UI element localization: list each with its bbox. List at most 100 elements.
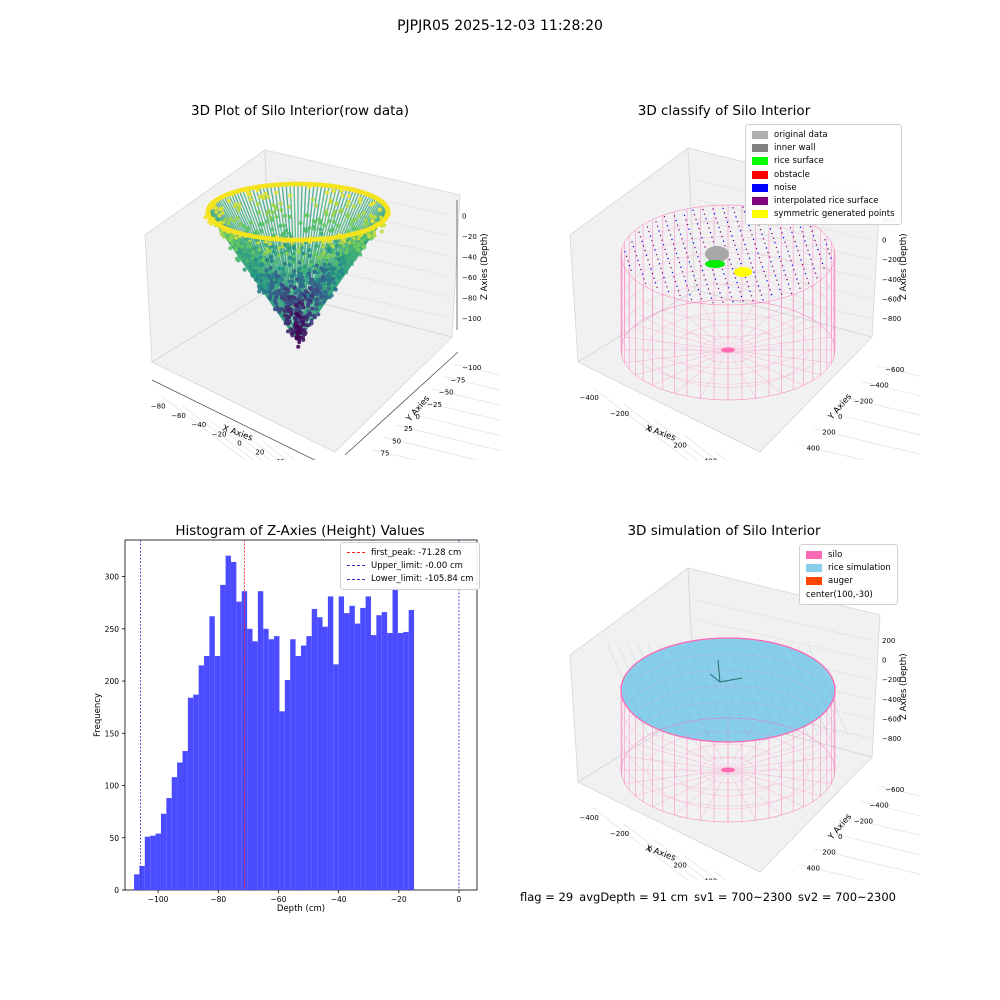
legend-label: original data: [774, 129, 828, 140]
legend-swatch: [806, 563, 822, 572]
p4-xtick: 400: [704, 877, 717, 880]
p4-ytick: 200: [822, 849, 835, 857]
hist-bar: [225, 555, 231, 890]
legend-label: Lower_limit: -105.84 cm: [371, 574, 474, 585]
p4-ztick: −800: [882, 735, 901, 743]
p2-ytick: 200: [822, 429, 835, 437]
hist-bar: [317, 617, 323, 890]
p2-legend-item: obstacle: [752, 168, 895, 181]
hist-bar: [403, 631, 409, 890]
p1-ztick: −60: [462, 274, 477, 282]
hist-bar: [300, 645, 307, 890]
p2-zlabel: Z Axies (Depth): [899, 233, 909, 300]
hist-legend-item: first_peak: -71.28 cm: [347, 546, 473, 559]
hist-bar: [257, 591, 264, 890]
hist-xtick: −80: [210, 895, 226, 904]
avg-depth-text: avgDepth = 91 cm: [579, 890, 689, 904]
p2-ytick: 0: [838, 413, 842, 421]
hist-bar: [187, 697, 194, 890]
legend-swatch: [806, 577, 822, 586]
legend-label: Upper_limit: -0.00 cm: [371, 560, 463, 571]
legend-label: noise: [774, 182, 797, 193]
p2-xtick: 0: [648, 426, 652, 434]
hist-legend-item: Lower_limit: -105.84 cm: [347, 573, 473, 586]
hist-bar: [365, 596, 371, 890]
legend-label: interpolated rice surface: [774, 196, 879, 207]
legend-swatch: [752, 157, 768, 166]
panel4-title: 3D simulation of Silo Interior: [627, 523, 821, 539]
hist-bar: [182, 751, 188, 890]
p1-ytick: −100: [462, 364, 481, 372]
p2-ytick: −200: [854, 397, 873, 405]
legend-swatch: [752, 130, 768, 139]
p4-ztick: −600: [882, 716, 901, 724]
p2-xtick: 200: [673, 441, 686, 449]
p4-ztick: −200: [882, 676, 901, 684]
legend-swatch: [752, 210, 768, 219]
p4-ytick: 400: [807, 864, 820, 872]
p1-ytick: −75: [451, 376, 466, 384]
p4-xtick: −200: [610, 830, 629, 838]
p2-legend-item: symmetric generated points: [752, 208, 895, 221]
hist-bar: [290, 639, 296, 890]
p2-ytick: −600: [885, 366, 904, 374]
hist-xtick: −40: [331, 895, 347, 904]
status-footer: flag = 29 avgDepth = 91 cm sv1 = 700~230…: [520, 890, 896, 904]
hist-bar: [134, 874, 140, 890]
p1-ytick: 0: [416, 413, 420, 421]
panel1-3d-plot: −80−60−40−200204060801007550250−25−50−75…: [144, 149, 500, 460]
p1-xtick: −60: [171, 412, 186, 420]
hist-ytick: 200: [105, 677, 120, 686]
sv1-text: sv1 = 700~2300: [694, 890, 793, 904]
hist-bar: [193, 694, 199, 890]
hist-bar: [311, 608, 318, 890]
p2-legend-item: original data: [752, 128, 895, 141]
hist-bar: [236, 601, 242, 890]
p2-legend-item: noise: [752, 181, 895, 194]
p4-legend-item: center(100,-30): [806, 588, 891, 601]
p4-xlabel: X Axies: [644, 843, 677, 863]
hist-bar: [349, 605, 355, 890]
hist-ytick: 250: [105, 625, 120, 634]
p4-ytick: −200: [854, 817, 873, 825]
hist-bar: [247, 628, 253, 890]
hist-bar: [144, 836, 151, 890]
hist-bar: [230, 561, 237, 890]
hist-bar: [220, 584, 226, 890]
p4-ztick: 200: [882, 637, 895, 645]
hist-ytick: 150: [105, 729, 120, 738]
p2-legend-item: rice surface: [752, 155, 895, 168]
p4-legend-item: rice simulation: [806, 561, 891, 574]
hist-bar: [263, 628, 269, 890]
figure-title: PJPJR05 2025-12-03 11:28:20: [397, 18, 603, 34]
p1-xtick: 20: [255, 449, 264, 457]
p2-xlabel: X Axies: [644, 423, 677, 443]
hist-bar: [150, 835, 156, 890]
p1-axis-lines: [151, 200, 459, 460]
p1-point-cloud: [203, 181, 391, 349]
hist-bar: [155, 833, 161, 890]
legend-line: [347, 578, 365, 580]
hist-bar: [171, 777, 178, 890]
hist-bar: [252, 641, 258, 890]
panel2-title: 3D classify of Silo Interior: [637, 103, 811, 119]
hist-bar: [268, 639, 275, 890]
hist-bar: [198, 665, 205, 890]
hist-bar: [295, 655, 301, 890]
hist-bar: [279, 711, 285, 890]
legend-swatch: [752, 183, 768, 192]
hist-xtick: −100: [148, 895, 169, 904]
hist-legend: first_peak: -71.28 cm Upper_limit: -0.00 …: [340, 542, 481, 590]
hist-bar: [209, 616, 215, 890]
legend-line: [347, 565, 365, 567]
legend-label: rice simulation: [828, 562, 891, 573]
hist-bar: [354, 623, 361, 890]
p4-xtick: −400: [580, 814, 599, 822]
hist-bar: [284, 680, 291, 890]
hist-bar: [338, 596, 345, 890]
hist-bar: [214, 655, 221, 890]
hist-bar: [166, 798, 172, 890]
legend-label: obstacle: [774, 169, 810, 180]
p2-legend-item: interpolated rice surface: [752, 194, 895, 207]
p1-ytick: −25: [427, 401, 442, 409]
